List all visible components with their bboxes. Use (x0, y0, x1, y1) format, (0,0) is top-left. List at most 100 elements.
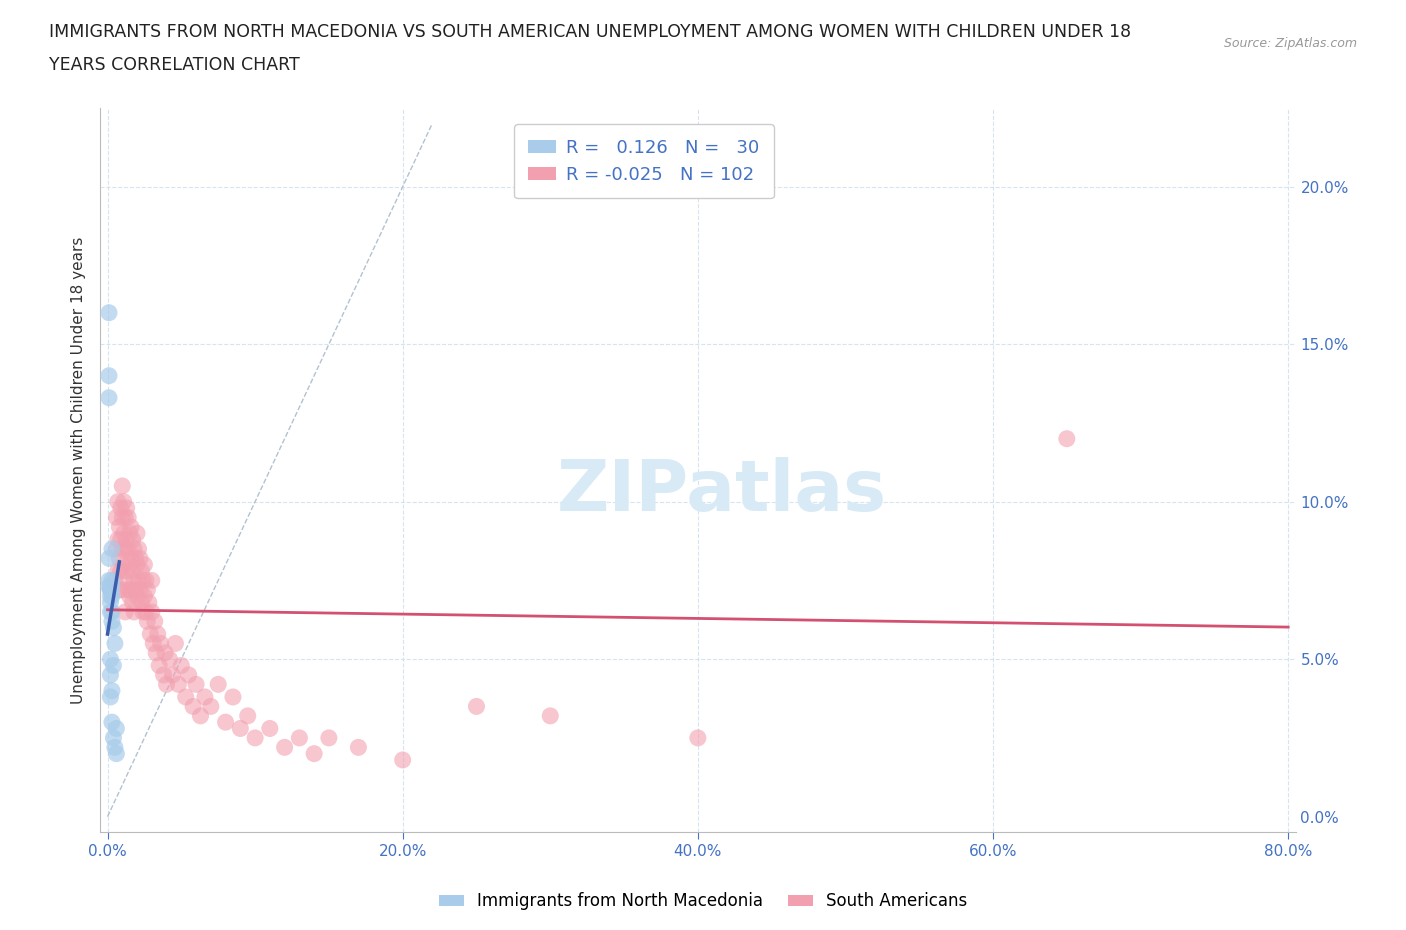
Point (112, 557, 135, 572)
Point (120, 551, 142, 565)
Point (104, 636, 127, 651)
Point (101, 684, 124, 698)
Point (110, 532, 132, 547)
Point (100, 604, 122, 619)
Point (101, 573, 124, 588)
Point (155, 677, 177, 692)
Point (98, 551, 121, 565)
Point (110, 500, 132, 515)
Point (146, 627, 169, 642)
Point (139, 627, 162, 642)
Point (114, 604, 136, 619)
Point (121, 532, 143, 547)
Point (108, 582, 131, 597)
Point (141, 573, 163, 588)
Point (111, 510, 134, 525)
Point (134, 557, 156, 572)
Point (107, 532, 129, 547)
Point (114, 541, 136, 556)
Point (229, 721, 252, 736)
Point (165, 636, 187, 651)
Point (101, 604, 124, 619)
Point (136, 614, 159, 629)
Point (132, 573, 155, 588)
Point (103, 620, 125, 635)
Point (184, 677, 207, 692)
Point (98, 579, 121, 594)
Point (125, 525, 148, 540)
Point (347, 740, 370, 755)
Point (117, 510, 139, 525)
Point (190, 709, 212, 724)
Point (100, 689, 122, 704)
Point (162, 668, 184, 683)
Point (145, 645, 167, 660)
Point (115, 532, 138, 547)
Point (222, 689, 245, 704)
Point (120, 582, 142, 597)
Point (174, 689, 197, 704)
Point (125, 589, 148, 604)
Point (142, 636, 165, 651)
Point (111, 541, 134, 556)
Point (114, 510, 136, 525)
Point (100, 595, 122, 610)
Point (136, 582, 159, 597)
Point (1056, 432, 1078, 446)
Text: ZIPatlas: ZIPatlas (557, 458, 887, 526)
Legend: Immigrants from North Macedonia, South Americans: Immigrants from North Macedonia, South A… (432, 885, 974, 917)
Point (148, 658, 170, 673)
Text: IMMIGRANTS FROM NORTH MACEDONIA VS SOUTH AMERICAN UNEMPLOYMENT AMONG WOMEN WITH : IMMIGRANTS FROM NORTH MACEDONIA VS SOUTH… (49, 23, 1132, 41)
Point (101, 589, 124, 604)
Point (105, 510, 128, 525)
Point (111, 582, 134, 597)
Point (686, 730, 709, 745)
Text: YEARS CORRELATION CHART: YEARS CORRELATION CHART (49, 56, 299, 73)
Point (118, 557, 141, 572)
Point (107, 564, 129, 578)
Point (98, 391, 121, 405)
Point (132, 604, 155, 619)
Point (143, 614, 166, 629)
Point (302, 746, 325, 761)
Point (131, 564, 153, 578)
Point (112, 525, 135, 540)
Point (153, 645, 176, 660)
Point (170, 658, 193, 673)
Point (122, 573, 145, 588)
Point (273, 740, 295, 755)
Point (100, 582, 122, 597)
Legend: R =   0.126   N =   30, R = -0.025   N = 102: R = 0.126 N = 30, R = -0.025 N = 102 (515, 125, 775, 198)
Point (243, 730, 266, 745)
Point (104, 573, 127, 588)
Point (288, 730, 311, 745)
Point (236, 709, 259, 724)
Point (101, 579, 124, 594)
Point (181, 699, 204, 714)
Point (114, 573, 136, 588)
Point (103, 730, 125, 745)
Point (134, 589, 156, 604)
Point (112, 494, 135, 509)
Point (120, 520, 142, 535)
Point (101, 614, 124, 629)
Point (465, 699, 488, 714)
Point (107, 494, 129, 509)
Point (121, 595, 143, 610)
Point (111, 479, 134, 494)
Point (141, 604, 163, 619)
Point (167, 677, 190, 692)
Point (117, 541, 139, 556)
Point (118, 589, 141, 604)
Point (103, 658, 125, 673)
Point (110, 564, 132, 578)
Point (117, 582, 139, 597)
Point (115, 500, 138, 515)
Point (100, 668, 122, 683)
Point (98, 305, 121, 320)
Point (105, 541, 128, 556)
Point (98, 573, 121, 588)
Point (135, 604, 157, 619)
Y-axis label: Unemployment Among Women with Children Under 18 years: Unemployment Among Women with Children U… (72, 236, 86, 704)
Point (128, 573, 150, 588)
